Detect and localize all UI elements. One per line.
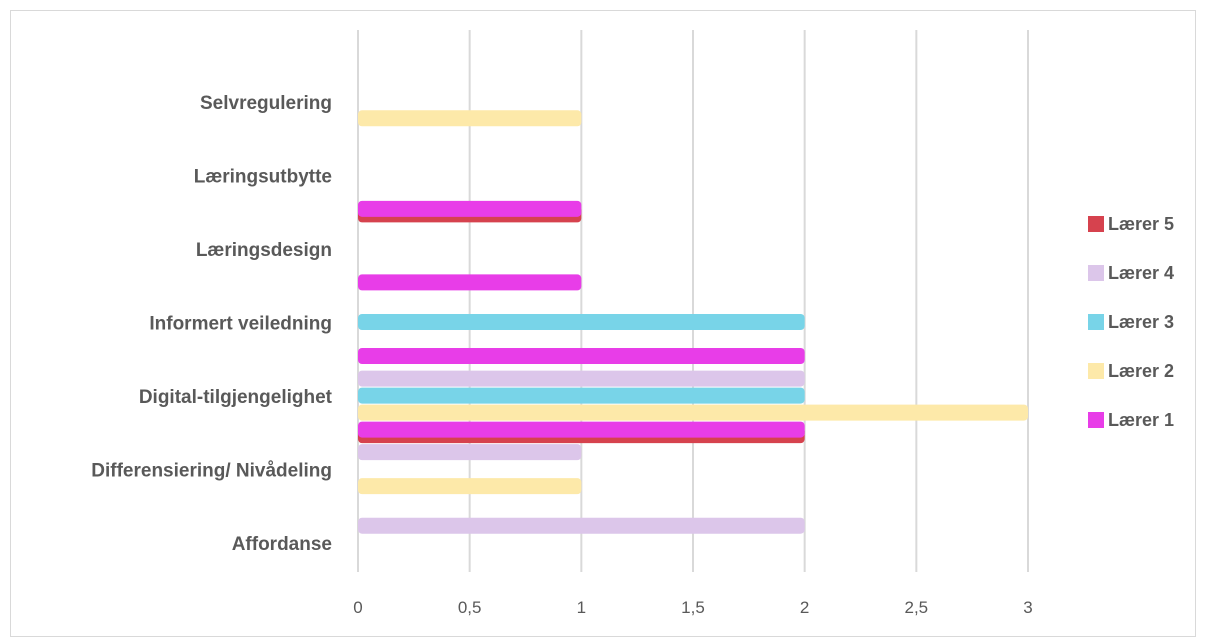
bar: Lærer 1 — Digital-tilgjengelighet: 2 bbox=[358, 421, 805, 438]
bar: Lærer 1 — Læringsutbytte: 1 bbox=[358, 200, 582, 217]
x-tick-label: 3 bbox=[1023, 598, 1032, 617]
x-tick-label: 1,5 bbox=[681, 598, 705, 617]
bar: Lærer 3 — Digital-tilgjengelighet: 2 bbox=[358, 387, 805, 404]
category-label: Affordanse bbox=[232, 534, 332, 555]
legend-label: Lærer 4 bbox=[1108, 263, 1174, 283]
legend-label: Lærer 2 bbox=[1108, 361, 1174, 381]
x-tick-labels: 0 0,5 1 1,5 2 2,5 3 bbox=[353, 598, 1032, 617]
bar: Lærer 1 — Informert veiledning: 2 bbox=[358, 348, 805, 364]
bars: Lærer 4 — Affordanse: 2 Lærer 2 — Differe… bbox=[358, 110, 1028, 534]
category-label: Informert veiledning bbox=[149, 314, 332, 335]
x-tick-label: 2,5 bbox=[905, 598, 929, 617]
legend-swatch bbox=[1088, 216, 1104, 232]
legend-swatch bbox=[1088, 265, 1104, 281]
category-label: Læringsutbytte bbox=[194, 166, 332, 187]
bar: Lærer 2 — Selvregulering: 1 bbox=[358, 110, 582, 127]
legend-swatch bbox=[1088, 412, 1104, 428]
category-label: Læringsdesign bbox=[196, 240, 332, 261]
bar: Lærer 4 — Affordanse: 2 bbox=[358, 517, 805, 534]
x-tick-label: 0 bbox=[353, 598, 362, 617]
x-tick-label: 2 bbox=[800, 598, 809, 617]
category-labels: Affordanse Differensiering/ Nivådeling Dig… bbox=[91, 93, 332, 555]
x-tick-label: 1 bbox=[577, 598, 586, 617]
category-label: Digital-tilgjengelighet bbox=[139, 387, 333, 408]
legend-label: Lærer 1 bbox=[1108, 410, 1174, 430]
category-label: Differensiering/ Nivådeling bbox=[91, 461, 332, 482]
bar: Lærer 3 — Informert veiledning: 2 bbox=[358, 314, 805, 330]
x-tick-label: 0,5 bbox=[458, 598, 482, 617]
bar: Lærer 2 — Differensiering/ Nivådeling: 1 bbox=[358, 478, 582, 495]
bar: Lærer 4 — Differensiering/ Nivådeling: 1 bbox=[358, 444, 582, 461]
bar: Lærer 4 — Digital-tilgjengelighet: 2 bbox=[358, 370, 805, 387]
legend-label: Lærer 5 bbox=[1108, 214, 1174, 234]
legend: Lærer 5 Lærer 4 Lærer 3 Lærer 2 Lærer 1 bbox=[1088, 214, 1174, 430]
legend-swatch bbox=[1088, 363, 1104, 379]
legend-label: Lærer 3 bbox=[1108, 312, 1174, 332]
category-label: Selvregulering bbox=[200, 93, 332, 114]
bar: Lærer 2 — Digital-tilgjengelighet: 3 bbox=[358, 404, 1028, 421]
legend-swatch bbox=[1088, 314, 1104, 330]
bar: Lærer 1 — Læringsdesign: 1 bbox=[358, 274, 582, 291]
